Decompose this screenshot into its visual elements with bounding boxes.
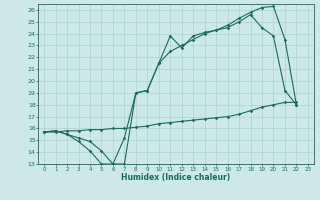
X-axis label: Humidex (Indice chaleur): Humidex (Indice chaleur): [121, 173, 231, 182]
